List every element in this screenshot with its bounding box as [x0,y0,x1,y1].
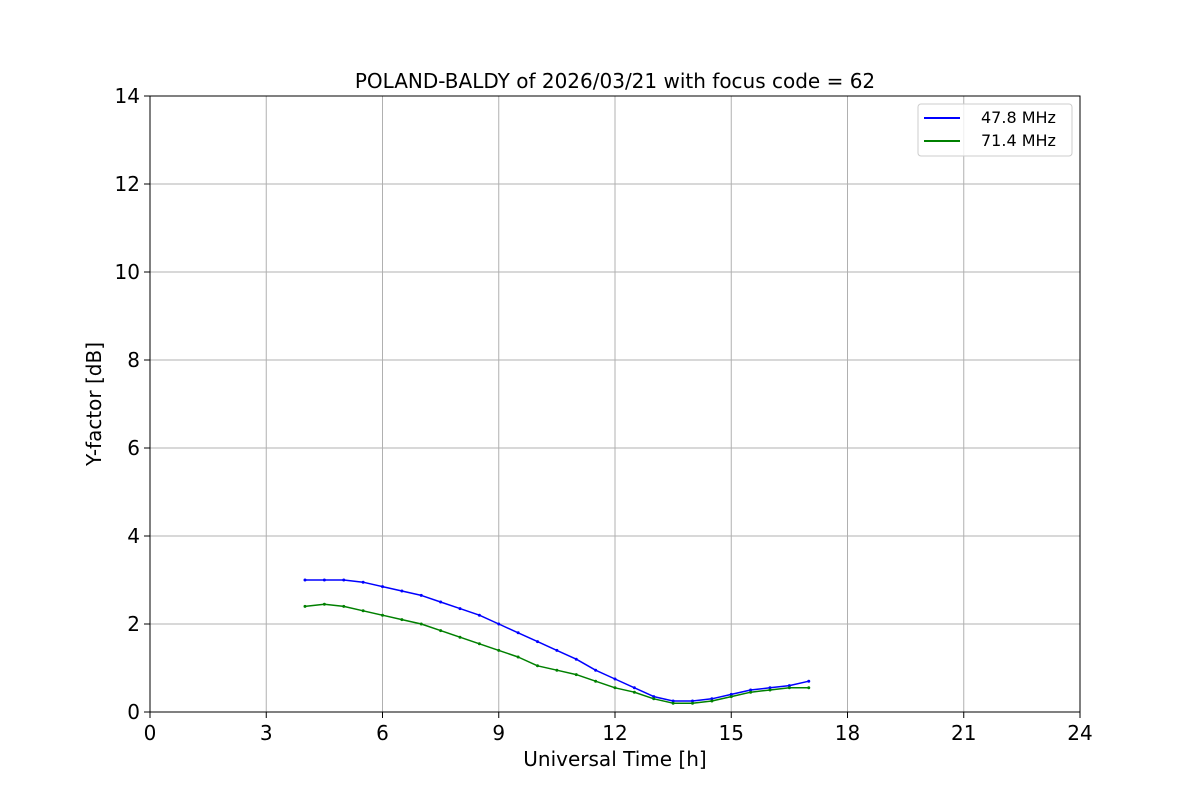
x-tick-label: 3 [260,721,273,745]
data-point-71-4-mhz [555,668,559,672]
y-tick-label: 6 [127,436,140,460]
data-point-71-4-mhz [632,690,636,694]
data-point-47-8-mhz [439,600,443,604]
data-point-47-8-mhz [691,699,694,703]
data-point-71-4-mhz [361,609,365,613]
data-point-71-4-mhz [381,613,384,617]
data-point-71-4-mhz [400,618,404,622]
data-point-71-4-mhz [477,642,481,646]
data-point-71-4-mhz [807,686,811,690]
data-point-47-8-mhz [555,648,559,652]
data-point-71-4-mhz [536,664,539,668]
data-point-71-4-mhz [497,648,501,652]
data-point-71-4-mhz [516,655,520,659]
x-tick-label: 12 [602,721,627,745]
data-point-47-8-mhz [652,695,656,699]
x-tick-label: 21 [951,721,976,745]
data-point-47-8-mhz [807,679,811,683]
data-point-47-8-mhz [400,589,404,593]
data-point-47-8-mhz [671,699,675,703]
y-axis-label: Y-factor [dB] [82,342,106,467]
data-point-47-8-mhz [458,607,462,611]
data-point-71-4-mhz [342,604,346,608]
y-tick-label: 10 [115,260,140,284]
chart-title: POLAND-BALDY of 2026/03/21 with focus co… [355,69,875,93]
data-point-71-4-mhz [303,604,307,608]
data-point-71-4-mhz [787,686,791,690]
x-tick-label: 18 [835,721,860,745]
data-point-47-8-mhz [322,578,326,582]
x-tick-label: 15 [719,721,744,745]
data-point-71-4-mhz [652,697,656,701]
x-axis: 0 3 6 9 12 15 18 21 24 [144,712,1093,745]
data-point-47-8-mhz [787,684,791,688]
data-point-71-4-mhz [594,679,598,683]
data-point-71-4-mhz [749,690,753,694]
y-tick-label: 12 [115,172,140,196]
data-point-47-8-mhz [497,622,501,626]
data-point-71-4-mhz [768,688,772,692]
data-point-47-8-mhz [729,692,733,696]
x-tick-label: 9 [492,721,505,745]
y-tick-label: 2 [127,612,140,636]
data-point-71-4-mhz [419,622,423,626]
x-axis-label: Universal Time [h] [523,747,706,771]
x-tick-label: 6 [376,721,389,745]
series-layer [303,578,811,705]
legend-label-71-4-mhz: 71.4 MHz [981,131,1056,150]
data-point-71-4-mhz [729,695,733,699]
data-point-47-8-mhz [536,640,539,644]
data-point-71-4-mhz [574,673,578,677]
data-point-47-8-mhz [710,697,714,701]
x-tick-label: 24 [1067,721,1092,745]
data-point-71-4-mhz [439,629,443,633]
data-point-47-8-mhz [361,580,365,584]
data-point-47-8-mhz [594,668,598,672]
legend-label-47-8-mhz: 47.8 MHz [981,108,1056,127]
y-tick-label: 8 [127,348,140,372]
data-point-71-4-mhz [710,699,714,703]
data-point-47-8-mhz [632,686,636,690]
data-point-47-8-mhz [768,686,772,690]
data-point-71-4-mhz [691,701,694,705]
data-point-47-8-mhz [381,585,384,589]
data-point-71-4-mhz [671,701,675,705]
y-tick-label: 4 [127,524,140,548]
data-point-47-8-mhz [419,593,423,597]
data-point-47-8-mhz [613,677,617,681]
y-axis: 0 2 4 6 8 10 12 14 [115,84,150,724]
legend: 47.8 MHz 71.4 MHz [917,103,1073,157]
data-point-47-8-mhz [516,631,520,635]
data-point-47-8-mhz [342,578,346,582]
data-point-47-8-mhz [574,657,578,661]
data-point-71-4-mhz [613,686,617,690]
data-point-47-8-mhz [303,578,307,582]
data-point-47-8-mhz [477,613,481,617]
data-point-71-4-mhz [322,602,326,606]
x-tick-label: 0 [144,721,157,745]
data-point-47-8-mhz [749,688,753,692]
y-tick-label: 14 [115,84,140,108]
y-tick-label: 0 [127,700,140,724]
data-point-71-4-mhz [458,635,462,639]
